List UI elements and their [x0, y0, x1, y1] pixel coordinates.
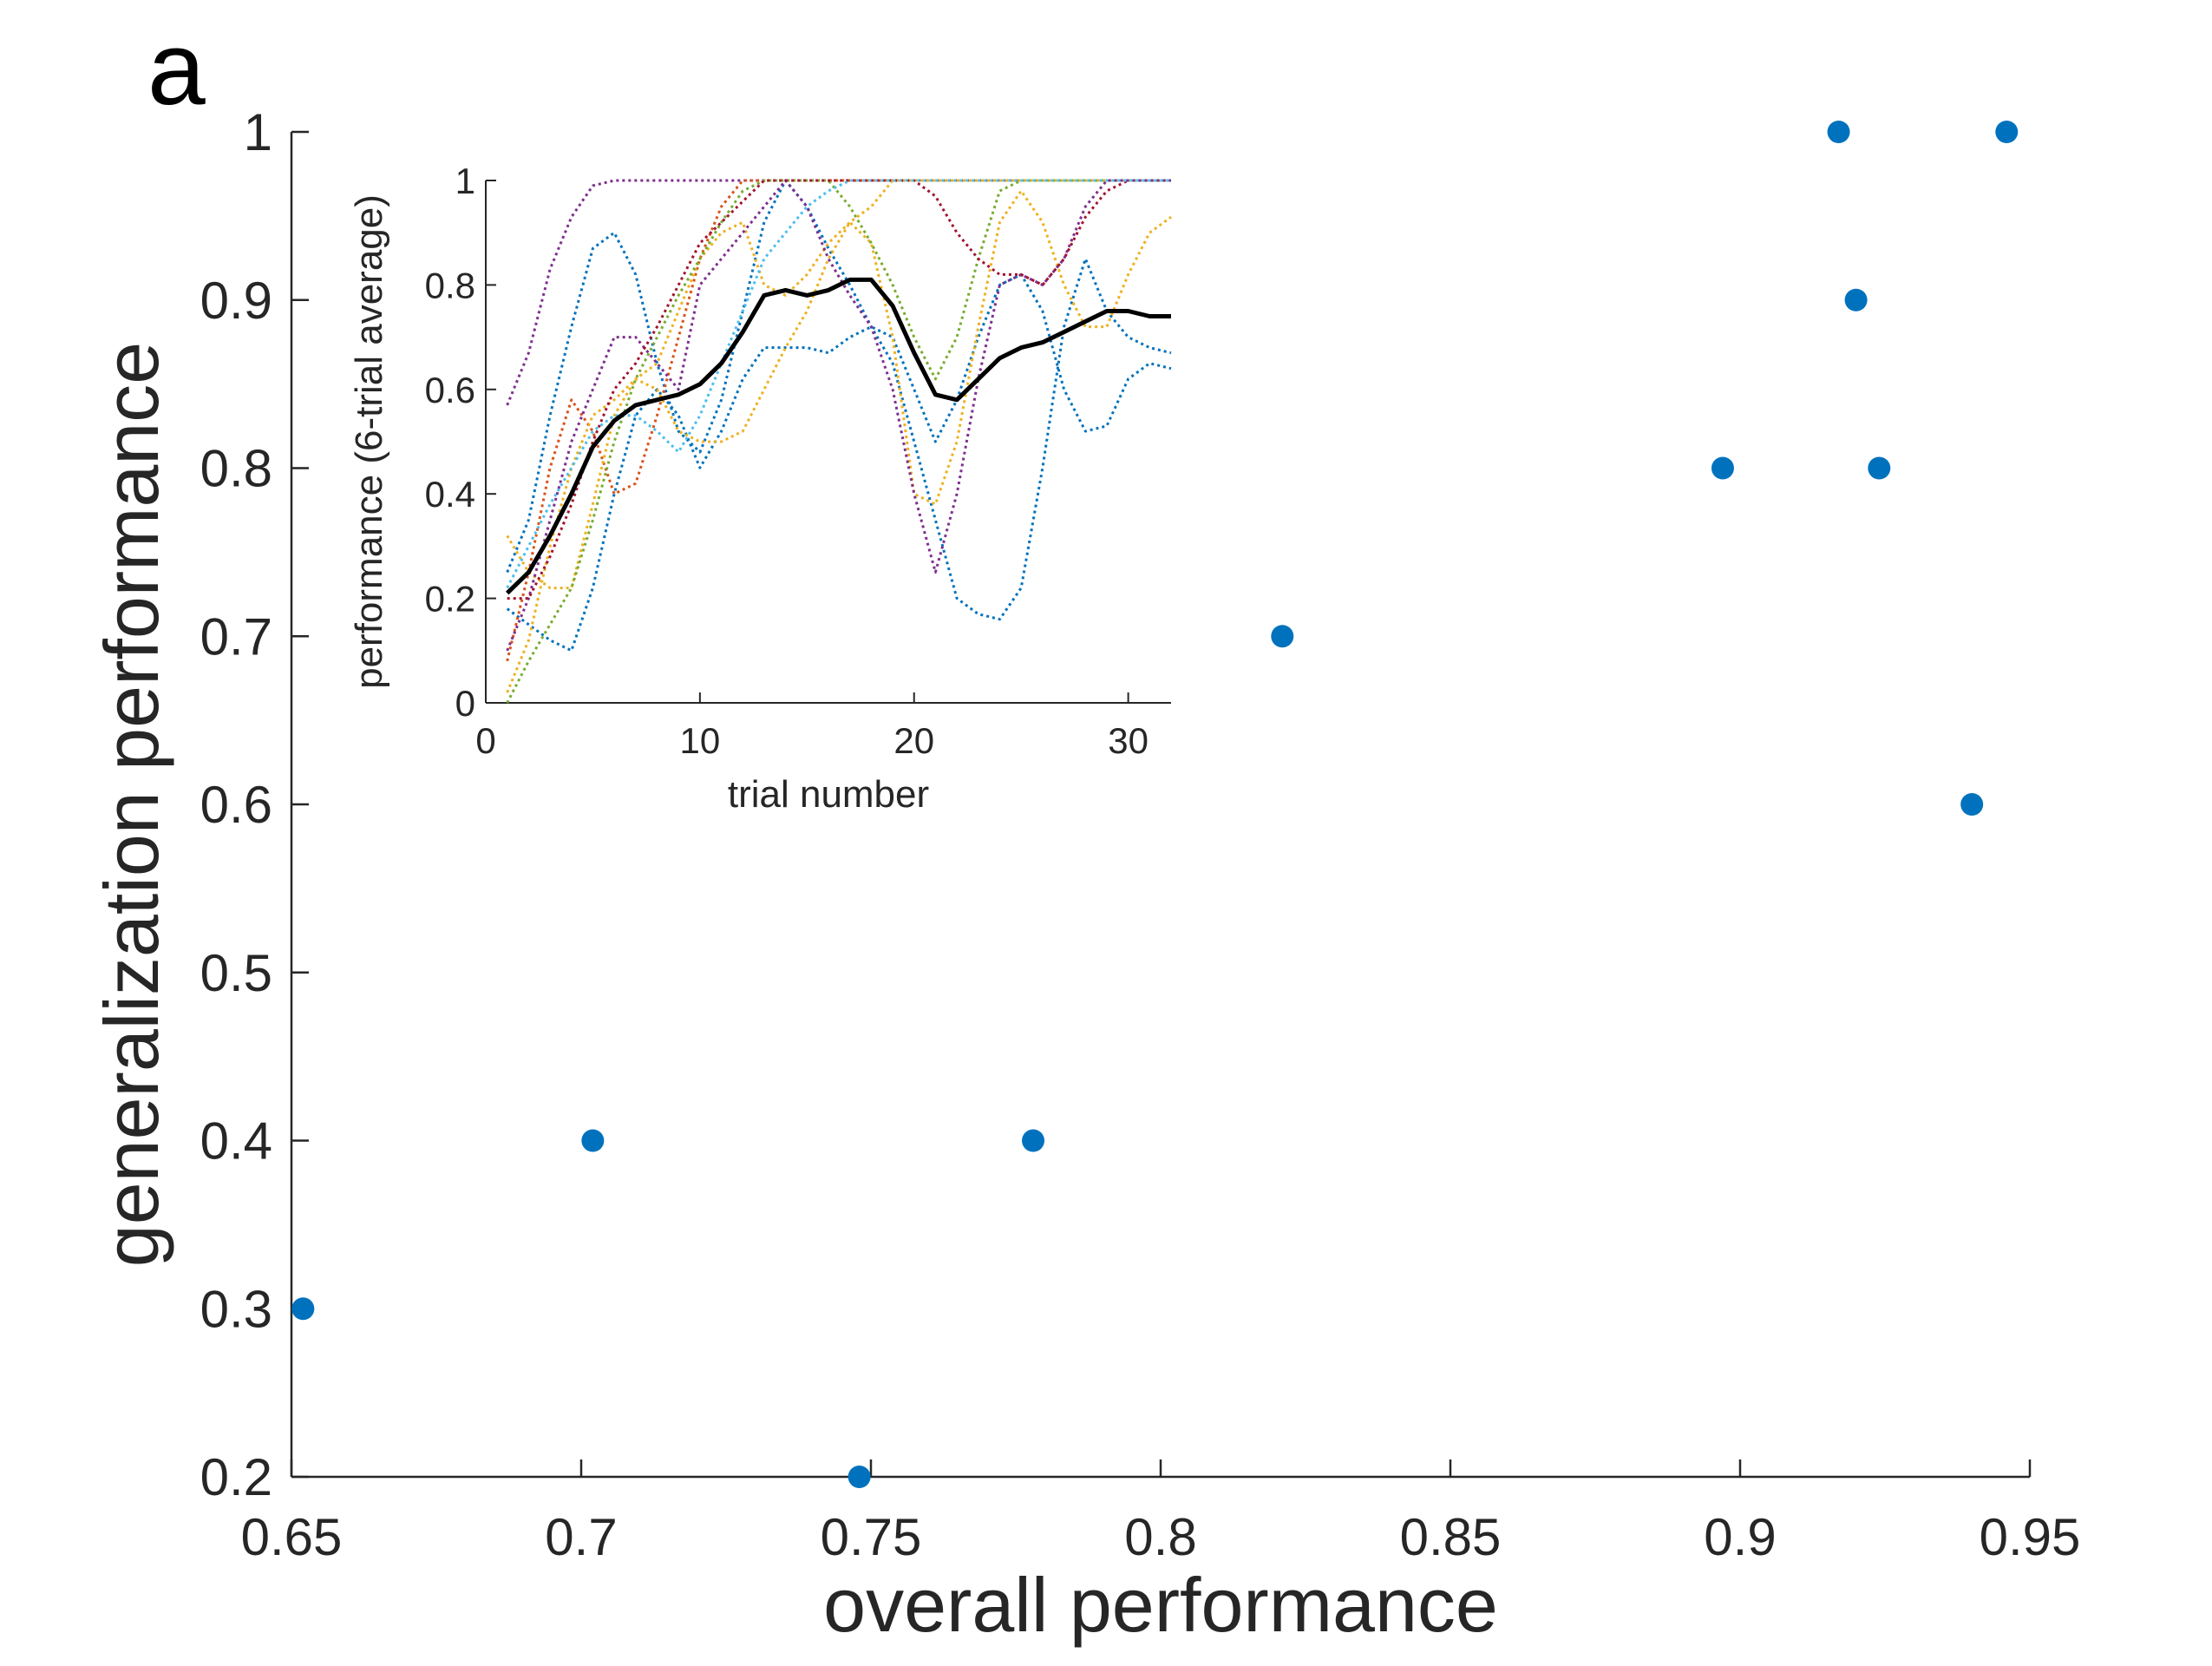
main-y-tick-label: 0.3 [200, 1280, 272, 1338]
main-x-tick-label: 0.85 [1400, 1508, 1502, 1566]
individual-series-line [506, 179, 1171, 406]
inset-axes [485, 180, 1171, 704]
main-x-tick-label: 0.8 [1124, 1508, 1196, 1566]
inset-line-chart: 0 10 20 30 0 0.2 0.4 0.6 0.8 1 trial number perf… [348, 161, 1172, 816]
scatter-point [1711, 456, 1734, 480]
main-x-tick-label: 0.9 [1704, 1508, 1776, 1566]
inset-x-tick-label: 0 [475, 720, 495, 761]
scatter-point [1827, 121, 1850, 143]
main-axes [290, 132, 2030, 1479]
main-y-tick-label: 0.4 [200, 1112, 272, 1171]
main-x-tick-label: 0.95 [1980, 1508, 2081, 1566]
inset-x-tick-label: 10 [680, 720, 721, 761]
inset-x-ticks: 0 10 20 30 [475, 692, 1149, 761]
inset-y-tick-label: 0.2 [425, 579, 475, 620]
main-points [291, 121, 2019, 1488]
main-y-tick-label: 1 [244, 103, 272, 161]
scatter-point [1995, 121, 2019, 143]
main-x-tick-label: 0.7 [545, 1508, 617, 1566]
scatter-point [291, 1297, 315, 1321]
individual-series-line [506, 179, 1172, 621]
main-y-axis-label: generalization performance [88, 342, 174, 1267]
inset-y-tick-label: 1 [455, 161, 475, 201]
main-x-ticks: 0.65 0.7 0.75 0.8 0.85 0.9 0.95 [241, 1459, 2081, 1566]
main-scatter-chart: 0.65 0.7 0.75 0.8 0.85 0.9 0.95 0.20.30.40.50.… [88, 103, 2080, 1648]
panel-label: a [147, 10, 206, 127]
individual-series-line [506, 179, 1171, 652]
main-y-tick-label: 0.2 [200, 1448, 272, 1506]
mean-series-line [505, 277, 1171, 595]
inset-y-ticks: 0 0.2 0.4 0.6 0.8 1 [425, 161, 496, 724]
main-y-tick-label: 0.6 [200, 776, 272, 834]
scatter-point [1844, 288, 1868, 312]
scatter-point [1868, 456, 1891, 480]
individual-series-line [506, 189, 1172, 590]
scatter-point [1022, 1129, 1045, 1152]
inset-x-tick-label: 20 [893, 720, 934, 761]
inset-y-tick-label: 0.6 [425, 370, 475, 410]
main-y-tick-label: 0.5 [200, 944, 272, 1002]
inset-y-tick-label: 0.4 [425, 474, 475, 515]
main-x-axis-label: overall performance [823, 1562, 1498, 1648]
main-x-tick-label: 0.75 [821, 1508, 922, 1566]
inset-series-lines [505, 179, 1172, 704]
main-x-tick-label: 0.65 [241, 1508, 343, 1566]
scatter-point [847, 1466, 871, 1488]
inset-x-axis-label: trial number [728, 773, 929, 816]
individual-series-line [506, 272, 1172, 653]
scatter-point [1960, 793, 1984, 816]
individual-series-line [506, 179, 1171, 704]
scatter-point [581, 1129, 605, 1152]
main-y-tick-label: 0.7 [200, 607, 272, 666]
inset-y-tick-label: 0.8 [425, 265, 475, 305]
main-y-tick-label: 0.9 [200, 272, 272, 330]
main-y-tick-label: 0.8 [200, 440, 272, 498]
inset-y-axis-label: performance (6-trial average) [348, 194, 390, 689]
individual-series-line [506, 179, 1171, 693]
inset-y-tick-label: 0 [455, 683, 475, 724]
scatter-point [1271, 625, 1294, 648]
inset-x-tick-label: 30 [1108, 720, 1149, 761]
individual-series-line [507, 179, 1171, 600]
main-y-ticks: 0.2 0.3 0.4 0.5 0.6 0.7 0.8 0.9 1 [200, 103, 309, 1506]
